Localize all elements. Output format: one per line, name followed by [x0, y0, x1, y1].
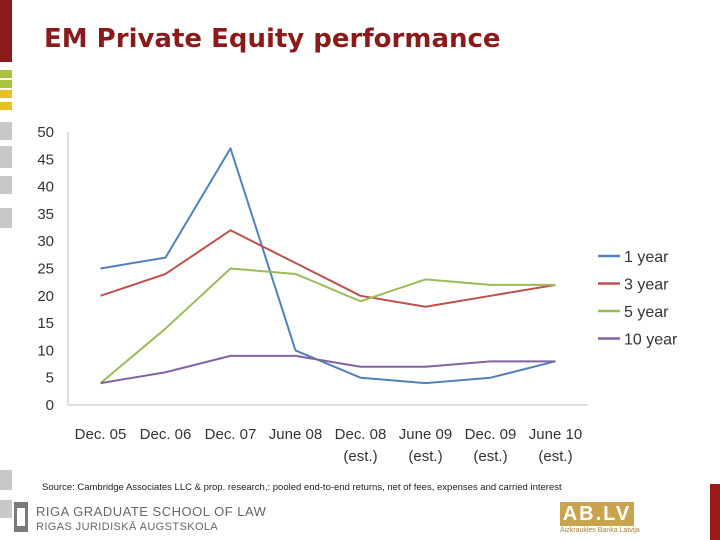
accent-segment: [0, 80, 12, 88]
page-title: EM Private Equity performance: [44, 24, 501, 54]
series-line: [100, 354, 556, 385]
corner-tab: [710, 484, 720, 540]
x-tick-label: June 10: [529, 426, 582, 443]
legend-label: 3 year: [624, 277, 669, 294]
series-line: [99, 267, 556, 384]
x-tick-label: Dec. 08: [335, 426, 387, 443]
y-tick-label: 50: [37, 124, 54, 141]
x-tick-label: (est.): [343, 448, 377, 465]
bank-logo: AB.LV Aizkraukles Banka Latvija: [560, 502, 640, 534]
legend-label: 5 year: [624, 304, 669, 321]
series-line: [100, 147, 556, 385]
accent-segment: [0, 90, 12, 98]
y-tick-label: 40: [37, 179, 54, 196]
y-tick-label: 30: [37, 233, 54, 250]
y-tick-label: 0: [46, 397, 54, 414]
bank-logo-mark: AB.LV: [560, 502, 634, 526]
legend: 1 year 3 year 5 year 10 year: [598, 249, 678, 349]
accent-segment: [0, 122, 12, 140]
school-logo-icon: [14, 502, 28, 532]
y-tick-label: 35: [37, 206, 54, 223]
x-tick-label: (est.): [473, 448, 507, 465]
accent-segment: [0, 176, 12, 194]
x-tick-label: (est.): [538, 448, 572, 465]
bank-logo-tagline: Aizkraukles Banka Latvija: [560, 527, 640, 534]
x-axis: Dec. 05 Dec. 06 Dec. 07 June 08 Dec. 08 (est.…: [75, 426, 583, 465]
accent-segment: [0, 500, 12, 518]
y-tick-label: 45: [37, 151, 54, 168]
x-tick-label: Dec. 09: [465, 426, 517, 443]
y-axis: 0 5 10 15 20 25 30 35 40 45 50: [37, 124, 54, 414]
accent-segment: [0, 146, 12, 168]
y-tick-label: 25: [37, 261, 54, 278]
x-tick-label: Dec. 06: [140, 426, 192, 443]
accent-segment: [0, 70, 12, 78]
x-tick-label: June 09: [399, 426, 452, 443]
accent-bar: [0, 0, 12, 540]
y-tick-label: 10: [37, 342, 54, 359]
x-tick-label: Dec. 07: [205, 426, 257, 443]
series-lines: [99, 147, 556, 385]
x-tick-label: (est.): [408, 448, 442, 465]
x-tick-label: Dec. 05: [75, 426, 127, 443]
series-line: [100, 229, 556, 308]
y-tick-label: 5: [46, 370, 54, 387]
source-note: Source: Cambridge Associates LLC & prop.…: [42, 482, 562, 493]
legend-label: 10 year: [624, 332, 678, 349]
school-name: RIGA GRADUATE SCHOOL OF LAW: [36, 504, 267, 519]
accent-segment: [0, 0, 12, 62]
x-tick-label: June 08: [269, 426, 322, 443]
plot-frame: [67, 132, 588, 406]
accent-segment: [0, 470, 12, 490]
accent-segment: [0, 208, 12, 228]
legend-label: 1 year: [624, 249, 669, 266]
school-subname: RIGAS JURIDISKĀ AUGSTSKOLA: [36, 521, 219, 533]
y-tick-label: 15: [37, 315, 54, 332]
accent-segment: [0, 102, 12, 110]
y-tick-label: 20: [37, 288, 54, 305]
